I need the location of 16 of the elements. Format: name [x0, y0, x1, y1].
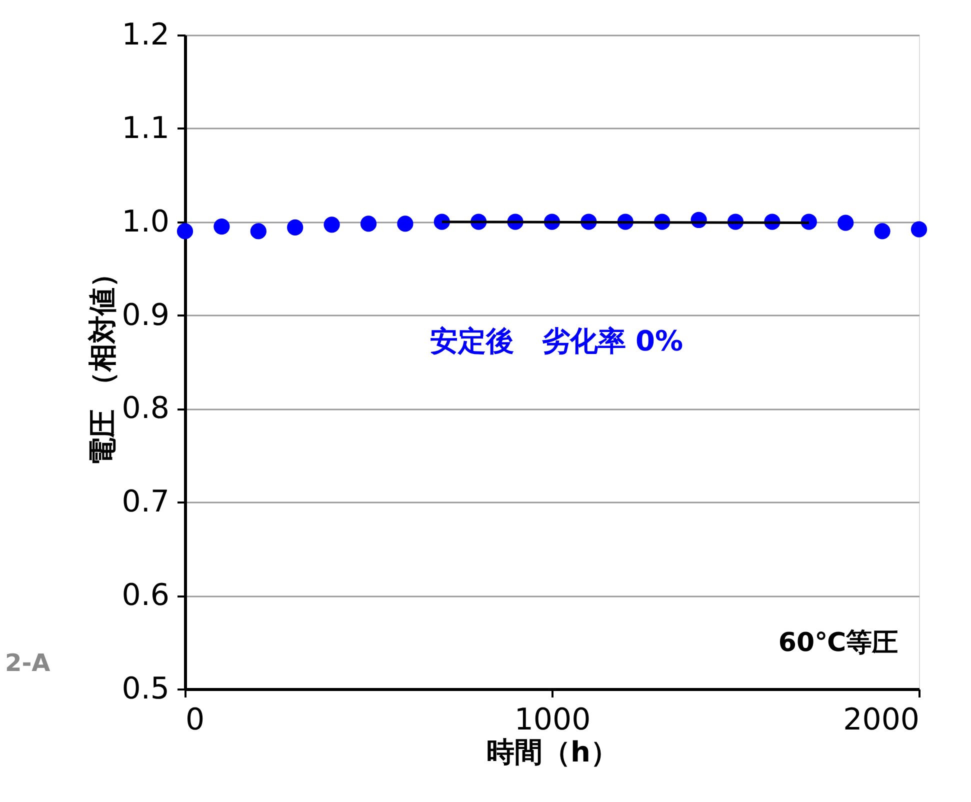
y-tick-label: 1.2: [122, 18, 170, 52]
y-tick-label: 1.1: [122, 110, 170, 146]
y-tick-label: 0.6: [122, 578, 170, 614]
x-tick-label: 1000: [514, 702, 591, 738]
x-tick-label: 0: [186, 702, 205, 738]
y-tick-label: 0.8: [122, 391, 170, 426]
y-tick-label: 0.9: [122, 298, 170, 333]
annotation: 安定後 劣化率 0%: [430, 324, 684, 358]
y-axis-title: 電圧 （相対値）: [86, 260, 119, 466]
annotation: 60℃等圧: [778, 628, 898, 658]
y-tick-label: 0.5: [122, 672, 170, 706]
x-axis-title: 時間（h）: [486, 736, 618, 768]
y-tick-label: 0.7: [122, 484, 170, 520]
text: 2-A: [5, 649, 51, 677]
y-tick-label: 1.0: [122, 204, 170, 240]
x-tick-label: 2000: [843, 702, 920, 738]
